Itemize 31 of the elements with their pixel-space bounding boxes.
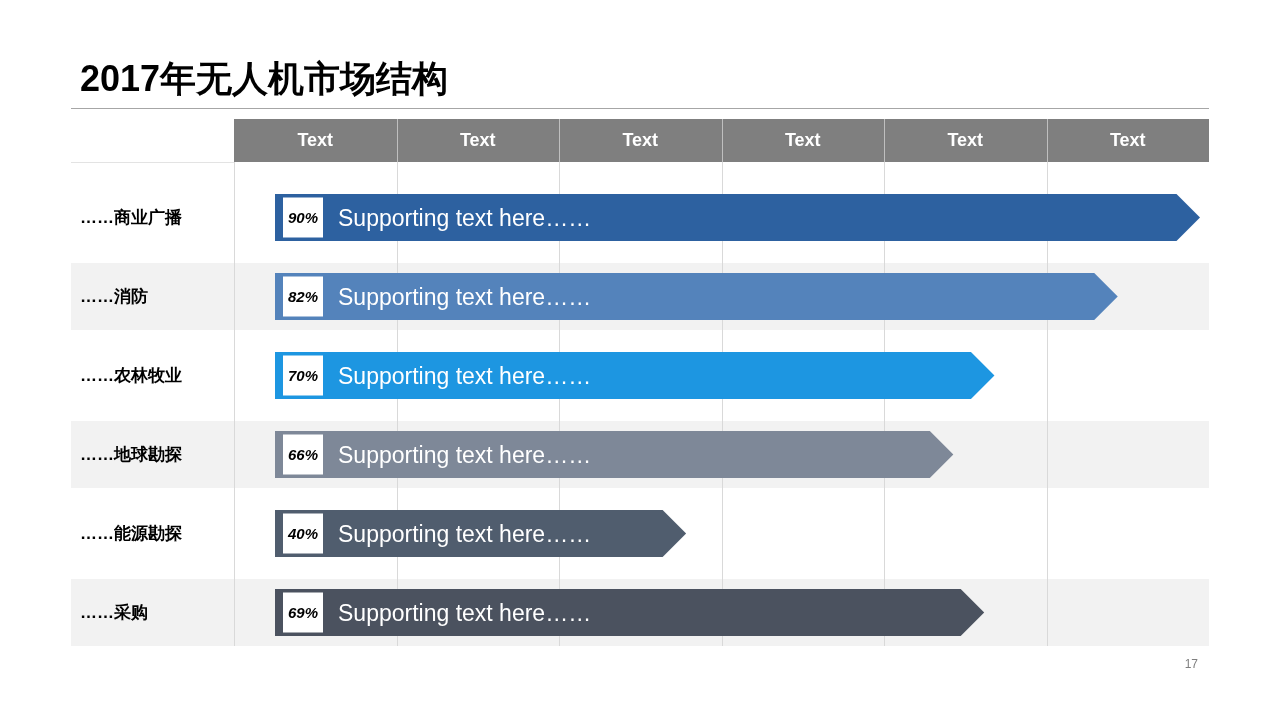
chart-title: 2017年无人机市场结构 [80,57,449,101]
data-label: 82% [287,288,319,305]
annotation: Supporting text here…… [338,204,592,231]
text: Text [297,130,334,151]
text: Text [947,130,984,151]
text: Text [459,130,496,151]
annotation: Supporting text here…… [338,362,592,389]
y-tick-label: ……商业广播 [80,208,183,227]
y-tick-label: ……采购 [80,603,148,622]
data-label: 40% [286,525,319,542]
annotation: Supporting text here…… [338,441,592,468]
text: 17 [1184,657,1198,671]
bar [275,589,985,636]
data-label: 69% [287,604,319,621]
bar [275,273,1118,320]
y-tick-label: ……消防 [80,287,148,306]
bar [275,194,1200,241]
y-tick-label: ……农林牧业 [80,366,182,385]
y-tick-label: ……地球勘探 [80,445,182,464]
y-tick-label: ……能源勘探 [80,524,182,543]
bar [275,431,954,478]
text: Text [1109,130,1146,151]
bar [275,352,995,399]
annotation: Supporting text here…… [338,283,592,310]
text: Text [622,130,659,151]
data-label: 66% [287,446,319,463]
annotation: Supporting text here…… [338,520,592,547]
annotation: Supporting text here…… [338,599,592,626]
data-label: 90% [287,209,319,226]
data-label: 70% [287,367,319,384]
text: Text [784,130,821,151]
